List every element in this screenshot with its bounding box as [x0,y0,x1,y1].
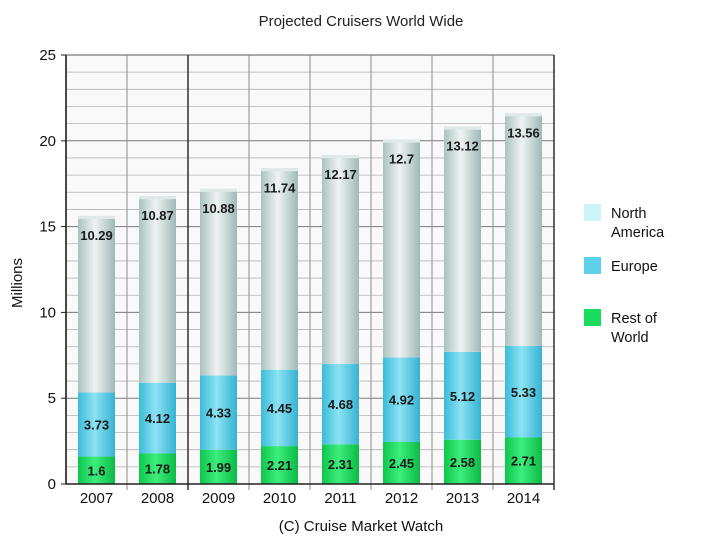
bar-segment-rest-of-world [200,449,237,484]
bar-segment-europe [200,375,237,450]
data-label: 4.68 [328,397,353,412]
data-label: 4.33 [206,406,231,421]
bar-segment-north-america [78,215,115,393]
bar-segment-north-america [139,196,176,383]
data-label: 10.88 [202,201,235,216]
data-label: 5.33 [511,385,536,400]
data-label: 13.56 [507,125,540,140]
legend-swatch [584,204,601,221]
data-label: 12.7 [389,152,414,167]
bar-segment-europe [322,364,359,445]
bar-segment-rest-of-world [139,453,176,484]
bar-top-cap [383,139,420,143]
legend-label: World [611,330,649,346]
y-tick-label: 20 [39,133,56,150]
legend-label: America [611,225,665,241]
x-tick-label: 2013 [446,490,479,507]
data-label: 2.58 [450,455,475,470]
data-label: 2.31 [328,457,353,472]
bar-segment-rest-of-world [261,446,298,484]
legend-swatch [584,257,601,274]
bar-top-cap [322,155,359,159]
bar-segment-europe [261,369,298,447]
data-label: 2.71 [511,454,536,469]
data-label: 11.74 [264,180,297,195]
y-tick-label: 10 [39,304,56,321]
bar-top-cap [200,188,237,192]
data-label: 1.78 [145,462,170,477]
bar-top-cap [139,196,176,200]
y-axis-label: Millions [9,258,26,308]
bar-top-cap [444,126,481,130]
bar-segment-north-america [383,139,420,358]
x-axis-caption: (C) Cruise Market Watch [279,518,443,535]
data-label: 5.12 [450,389,475,404]
bar-segment-europe [383,357,420,442]
data-label: 13.12 [446,139,479,154]
bar-segment-europe [139,382,176,454]
bar-top-cap [78,215,115,219]
legend-label: Rest of [611,311,658,327]
data-label: 10.29 [80,228,113,243]
data-label: 10.87 [141,208,174,223]
x-tick-label: 2009 [202,490,235,507]
y-tick-label: 5 [48,390,56,407]
bar-segment-europe [444,351,481,440]
x-tick-label: 2010 [263,490,296,507]
bar-segment-rest-of-world [322,444,359,484]
y-tick-label: 0 [48,476,56,493]
data-label: 4.45 [267,401,292,416]
bar-segment-north-america [444,126,481,352]
bar-segment-rest-of-world [383,441,420,484]
data-label: 2.45 [389,456,414,471]
x-tick-label: 2007 [80,490,113,507]
data-label: 1.6 [87,463,105,478]
bar-segment-rest-of-world [444,439,481,484]
y-tick-label: 15 [39,219,56,236]
bar-top-cap [261,168,298,172]
legend-label: North [611,206,646,222]
legend-swatch [584,309,601,326]
y-tick-label: 25 [39,47,56,64]
bar-segment-europe [78,392,115,457]
bar-segment-north-america [322,155,359,365]
bar-segment-europe [505,346,542,438]
chart-title: Projected Cruisers World Wide [259,13,464,30]
bar-segment-north-america [200,188,237,376]
x-tick-label: 2008 [141,490,174,507]
data-label: 12.17 [324,167,357,182]
bar-segment-north-america [261,168,298,370]
data-label: 1.99 [206,460,231,475]
x-tick-label: 2012 [385,490,418,507]
data-label: 3.73 [84,418,109,433]
data-label: 4.12 [145,411,170,426]
bar-top-cap [505,113,542,117]
data-label: 2.21 [267,458,292,473]
legend-label: Europe [611,259,658,275]
bar-segment-north-america [505,113,542,347]
x-tick-label: 2014 [507,490,540,507]
bar-segment-rest-of-world [505,437,542,484]
bar-segment-rest-of-world [78,456,115,484]
x-tick-label: 2011 [324,490,356,507]
data-label: 4.92 [389,393,414,408]
